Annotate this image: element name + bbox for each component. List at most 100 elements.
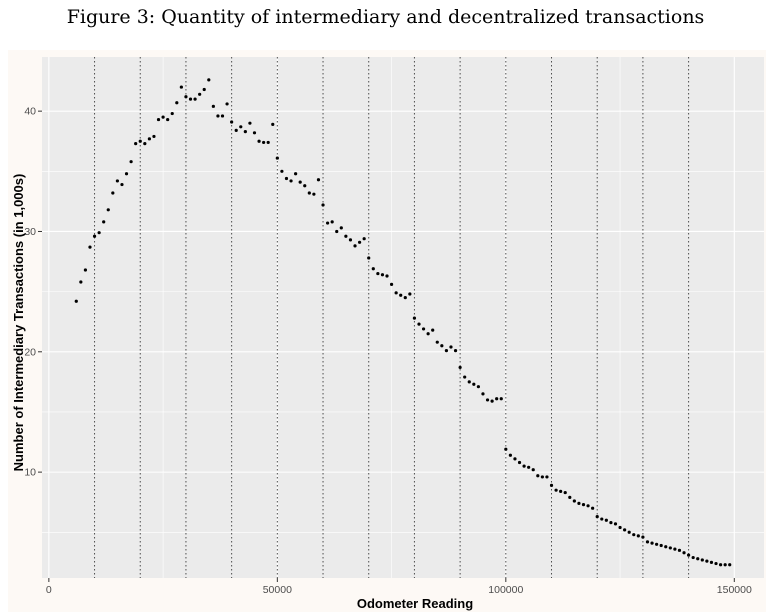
data-point [604,518,608,522]
data-point [559,489,563,493]
data-point [115,179,119,183]
data-point [280,169,284,173]
data-point [102,220,106,224]
minor-gridlines [42,57,764,578]
data-point [463,375,467,379]
data-point [198,92,202,96]
data-point [632,533,636,537]
data-point [74,299,78,303]
data-point [202,87,206,92]
data-point [339,226,343,230]
data-point [211,104,215,108]
data-point [262,140,266,145]
data-point [111,191,115,195]
data-point [243,130,247,134]
data-point [138,139,142,143]
data-point [513,457,517,461]
data-point [627,530,631,534]
data-point [609,521,613,525]
data-point [92,234,97,238]
data-point [453,348,458,353]
data-point [664,545,668,549]
data-point [216,114,220,118]
data-point [156,117,161,122]
y-tick-label: 30 [24,226,36,238]
data-point [517,460,522,465]
data-point [298,180,302,184]
data-point [284,176,289,181]
data-point [677,548,682,552]
data-point [449,345,453,349]
data-point [316,178,321,182]
data-point [408,292,412,296]
x-axis-title: Odometer Reading [357,596,473,611]
x-tick-label: 150000 [717,584,752,596]
figure-title: Figure 3: Quantity of intermediary and d… [66,6,705,28]
data-point [367,256,371,260]
reference-lines [94,57,690,578]
data-point [321,203,325,207]
data-point [175,101,179,105]
data-point [645,540,650,544]
data-point [563,490,567,495]
data-point [326,221,330,225]
data-point [421,327,426,331]
data-point [239,125,243,129]
data-point [207,78,211,82]
x-tick-label: 100000 [488,584,523,596]
data-point [431,328,435,332]
data-point [668,546,672,550]
data-point [696,557,700,561]
data-point [252,131,257,135]
data-point [495,397,499,401]
data-point [527,465,531,469]
data-point [184,95,188,99]
x-tick-label: 50000 [263,584,292,596]
data-point [545,475,549,479]
data-point [508,453,512,457]
data-point [426,332,430,336]
data-point [170,111,174,116]
data-point [641,535,645,539]
data-point [106,208,110,212]
data-point [234,128,238,132]
data-point [399,293,403,297]
data-point [613,522,618,526]
data-point [294,172,298,176]
data-point [271,122,275,126]
data-point [536,474,540,478]
data-point [275,156,279,160]
data-point [303,184,307,188]
data-point [179,85,183,89]
data-point [79,280,83,284]
data-point [458,365,462,370]
data-point [485,398,490,402]
data-point [257,139,261,143]
data-point [230,120,234,124]
data-point [476,385,480,389]
data-point [636,534,640,538]
data-point [549,483,554,487]
data-point [266,140,270,145]
data-point [591,506,595,510]
data-point [522,464,526,468]
data-point [362,237,366,241]
data-point [600,517,604,521]
data-point [728,563,732,567]
data-point [504,447,508,451]
y-axis-title: Number of Intermediary Transactions (in … [11,174,26,472]
data-point [577,501,581,505]
data-point [152,134,156,139]
data-point [435,340,439,344]
data-point [161,115,165,119]
data-point [344,234,348,238]
data-point [83,268,88,272]
data-point [371,267,375,271]
data-point [444,348,449,353]
y-tick-label: 10 [24,467,36,479]
data-point [193,97,197,101]
data-point [659,543,663,548]
data-point [417,322,421,326]
